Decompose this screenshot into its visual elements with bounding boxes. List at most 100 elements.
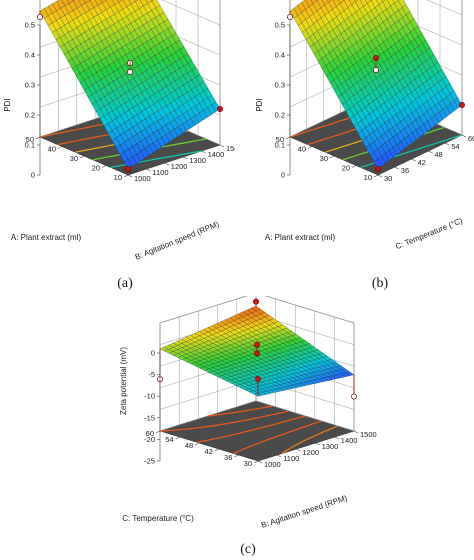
x-tick-label: 30	[244, 459, 252, 468]
x-tick-label: 10	[114, 173, 122, 182]
surface-mesh-cell	[78, 0, 86, 6]
y-tick-mark	[445, 142, 450, 146]
x-tick-mark	[155, 430, 161, 434]
chart-panel-c: -25 -20 -15 -10 -5 0 Zeta potential (mV) 30 36 42…	[100, 296, 380, 542]
y-tick-label: 1300	[322, 442, 339, 451]
design-point-marker	[459, 102, 465, 108]
surface-mesh-cell	[122, 0, 132, 7]
surface-mesh-cell	[338, 0, 345, 4]
z-tick-label: 0.2	[25, 111, 35, 120]
surface-mesh-cell	[316, 0, 319, 1]
floor-contour-line	[233, 420, 322, 455]
x-tick-label: 50	[276, 135, 284, 144]
x-tick-label: 20	[92, 164, 100, 173]
panel-label-c: (c)	[240, 542, 256, 557]
panel-label-b: (b)	[371, 276, 389, 291]
z-tick-label: 0.5	[25, 21, 35, 30]
surface-mesh-cell	[117, 0, 123, 3]
y-tick-mark	[353, 430, 359, 434]
y-tick-label: 1500	[226, 144, 235, 153]
z-tick-label: -15	[144, 413, 155, 422]
y-tick-label: 1100	[152, 168, 168, 177]
x-tick-mark	[307, 146, 313, 149]
design-point-marker	[253, 298, 259, 305]
surface-mesh-cell	[151, 0, 161, 9]
surface-plot-svg: -25 -20 -15 -10 -5 0 Zeta potential (mV) 30 36 42…	[119, 296, 377, 530]
y-axis-label: B: Agitation speed (RPM)	[260, 493, 349, 529]
x-tick-mark	[57, 146, 63, 149]
y-tick-mark	[219, 144, 225, 148]
z-tick-label: -5	[148, 370, 155, 379]
y-tick-mark	[127, 174, 133, 178]
y-tick-label: 30	[384, 174, 392, 183]
y-tick-mark	[394, 166, 399, 170]
floor-contour-line	[196, 415, 306, 443]
z-tick-label: 0.4	[275, 51, 285, 60]
z-tick-label: 0.2	[275, 111, 285, 120]
surface-mesh-cell	[381, 0, 386, 2]
surface-mesh-cell	[321, 0, 329, 6]
surface-mesh-cell	[343, 0, 352, 8]
design-point-marker	[351, 393, 357, 400]
surface-plot-svg: 0 0.1 0.2 0.3 0.4 0.5 PDI 10 20 30 40 50 A: Plant ex…	[3, 0, 235, 262]
y-tick-mark	[334, 436, 339, 440]
surface-mesh-cell	[83, 0, 90, 4]
y-tick-mark	[164, 162, 169, 166]
y-tick-label: 42	[418, 158, 426, 167]
surface-mesh-cell	[332, 0, 341, 7]
x-axis-label: C: Temperature (°C)	[122, 514, 194, 523]
y-tick-mark	[183, 156, 188, 160]
x-tick-mark	[79, 155, 85, 159]
surface-mesh-cell	[398, 0, 407, 8]
surface-mesh-cell	[89, 0, 99, 8]
x-tick-mark	[214, 448, 219, 452]
z-tick-label: 0.3	[275, 81, 285, 90]
x-tick-mark	[373, 174, 379, 178]
surface-mesh-cell	[151, 0, 154, 2]
surface-mesh-cell	[56, 0, 66, 9]
z-tick-label: 0.4	[25, 51, 35, 60]
y-tick-mark	[315, 442, 320, 446]
y-tick-label: 1400	[208, 150, 225, 159]
y-tick-mark	[296, 448, 301, 452]
surface-mesh-cell	[118, 0, 128, 10]
surface-mesh-cell	[89, 0, 92, 1]
z-tick-label: 0.5	[275, 21, 285, 30]
x-tick-label: 20	[342, 164, 350, 173]
y-tick-label: 48	[434, 150, 442, 159]
floor-contour-line	[281, 425, 338, 454]
chart-panel-b: 0 0.1 0.2 0.3 0.4 0.5 PDI 10 20 30 40 50 A: Plant ex…	[240, 0, 474, 276]
design-point-marker	[254, 341, 260, 348]
surface-mesh-cell	[145, 0, 152, 4]
z-tick-label: -10	[144, 392, 155, 401]
wall-gridline	[159, 296, 355, 324]
surface-mesh-cell	[111, 0, 119, 5]
surface-mesh-cell	[310, 0, 318, 4]
design-point-marker	[373, 67, 379, 73]
surface-mesh-cell	[139, 0, 148, 7]
design-point-marker	[37, 14, 43, 20]
z-axis-label: Zeta potential (mV)	[119, 347, 128, 415]
y-axis-label: C: Temperature (°C)	[394, 216, 464, 251]
design-point-marker	[255, 375, 261, 382]
surface-mesh-cell	[392, 0, 399, 4]
y-tick-label: 1200	[302, 448, 319, 457]
z-tick-label: 0	[151, 349, 155, 358]
surface-mesh-cell	[316, 0, 325, 9]
y-tick-mark	[428, 150, 433, 154]
x-tick-label: 30	[320, 154, 328, 163]
y-axis-label: B: Agitation speed (RPM)	[134, 220, 221, 262]
surface-mesh-cell	[365, 0, 372, 4]
x-tick-label: 50	[26, 135, 34, 144]
design-point-marker	[375, 166, 381, 172]
z-tick-label: 0.3	[25, 81, 35, 90]
y-tick-label: 1500	[360, 430, 377, 439]
x-tick-label: 36	[224, 453, 232, 462]
y-tick-label: 36	[401, 166, 409, 175]
design-point-marker	[254, 350, 260, 357]
x-tick-mark	[329, 155, 335, 159]
surface-mesh-cell	[355, 0, 364, 10]
z-tick-label: 0	[281, 171, 285, 180]
z-tick-label: -25	[144, 457, 155, 466]
surface-mesh-cell	[354, 0, 359, 3]
